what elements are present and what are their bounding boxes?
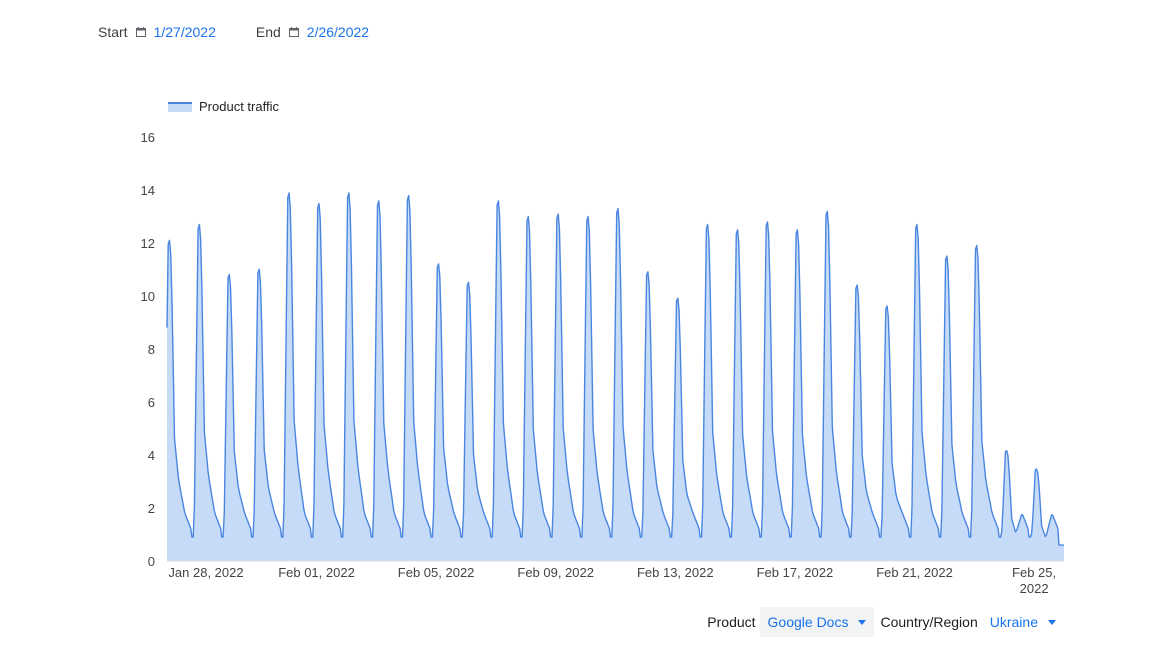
legend-swatch xyxy=(168,103,192,112)
x-tick-label: Feb 13, 2022 xyxy=(637,565,714,580)
legend-label: Product traffic xyxy=(199,99,279,114)
traffic-area xyxy=(167,193,1064,561)
start-date-value[interactable]: 1/27/2022 xyxy=(153,24,216,40)
y-tick-label: 14 xyxy=(141,183,155,198)
x-tick-label: Feb 17, 2022 xyxy=(757,565,834,580)
y-tick-label: 4 xyxy=(148,448,155,463)
region-label: Country/Region xyxy=(880,614,978,630)
end-date-value[interactable]: 2/26/2022 xyxy=(306,24,370,40)
region-value: Ukraine xyxy=(989,614,1038,630)
filter-bar: Product Google Docs Country/Region Ukrai… xyxy=(707,607,1064,637)
end-label: End xyxy=(255,24,281,40)
y-tick-label: 10 xyxy=(141,289,155,304)
x-tick-label: Feb 09, 2022 xyxy=(517,565,594,580)
chevron-down-icon xyxy=(858,619,867,625)
calendar-icon[interactable] xyxy=(135,27,146,37)
y-tick-label: 0 xyxy=(148,554,155,569)
y-axis: 0 2 4 6 8 10 12 14 16 xyxy=(141,130,155,569)
chevron-down-icon xyxy=(1048,619,1056,625)
product-value: Google Docs xyxy=(767,614,849,630)
product-dropdown[interactable]: Google Docs xyxy=(759,607,875,637)
y-tick-label: 2 xyxy=(148,501,155,516)
x-tick-label: Feb 21, 2022 xyxy=(876,565,953,580)
x-tick-label: Feb 25, 2022 xyxy=(1012,565,1056,596)
x-axis: Jan 28, 2022 Feb 01, 2022 Feb 05, 2022 Feb … xyxy=(168,565,1056,596)
calendar-icon[interactable] xyxy=(288,27,299,37)
y-tick-label: 8 xyxy=(148,342,155,357)
product-label: Product xyxy=(707,614,756,630)
region-dropdown[interactable]: Ukraine xyxy=(982,607,1064,637)
x-tick-label: Feb 05, 2022 xyxy=(398,565,475,580)
x-tick-label: Jan 28, 2022 xyxy=(168,565,243,580)
chart-svg: Product traffic 0 2 4 6 8 10 12 14 16 Jan 28, 20… xyxy=(141,99,1064,596)
y-tick-label: 12 xyxy=(141,236,155,251)
y-tick-label: 16 xyxy=(141,130,155,145)
traffic-line xyxy=(166,192,1064,546)
y-tick-label: 6 xyxy=(148,395,155,410)
date-range-bar: Start 1/27/2022 End 2/26/2022 xyxy=(98,22,369,42)
start-label: Start xyxy=(98,24,128,40)
chart-legend: Product traffic xyxy=(168,99,279,114)
x-tick-label: Feb 01, 2022 xyxy=(278,565,355,580)
